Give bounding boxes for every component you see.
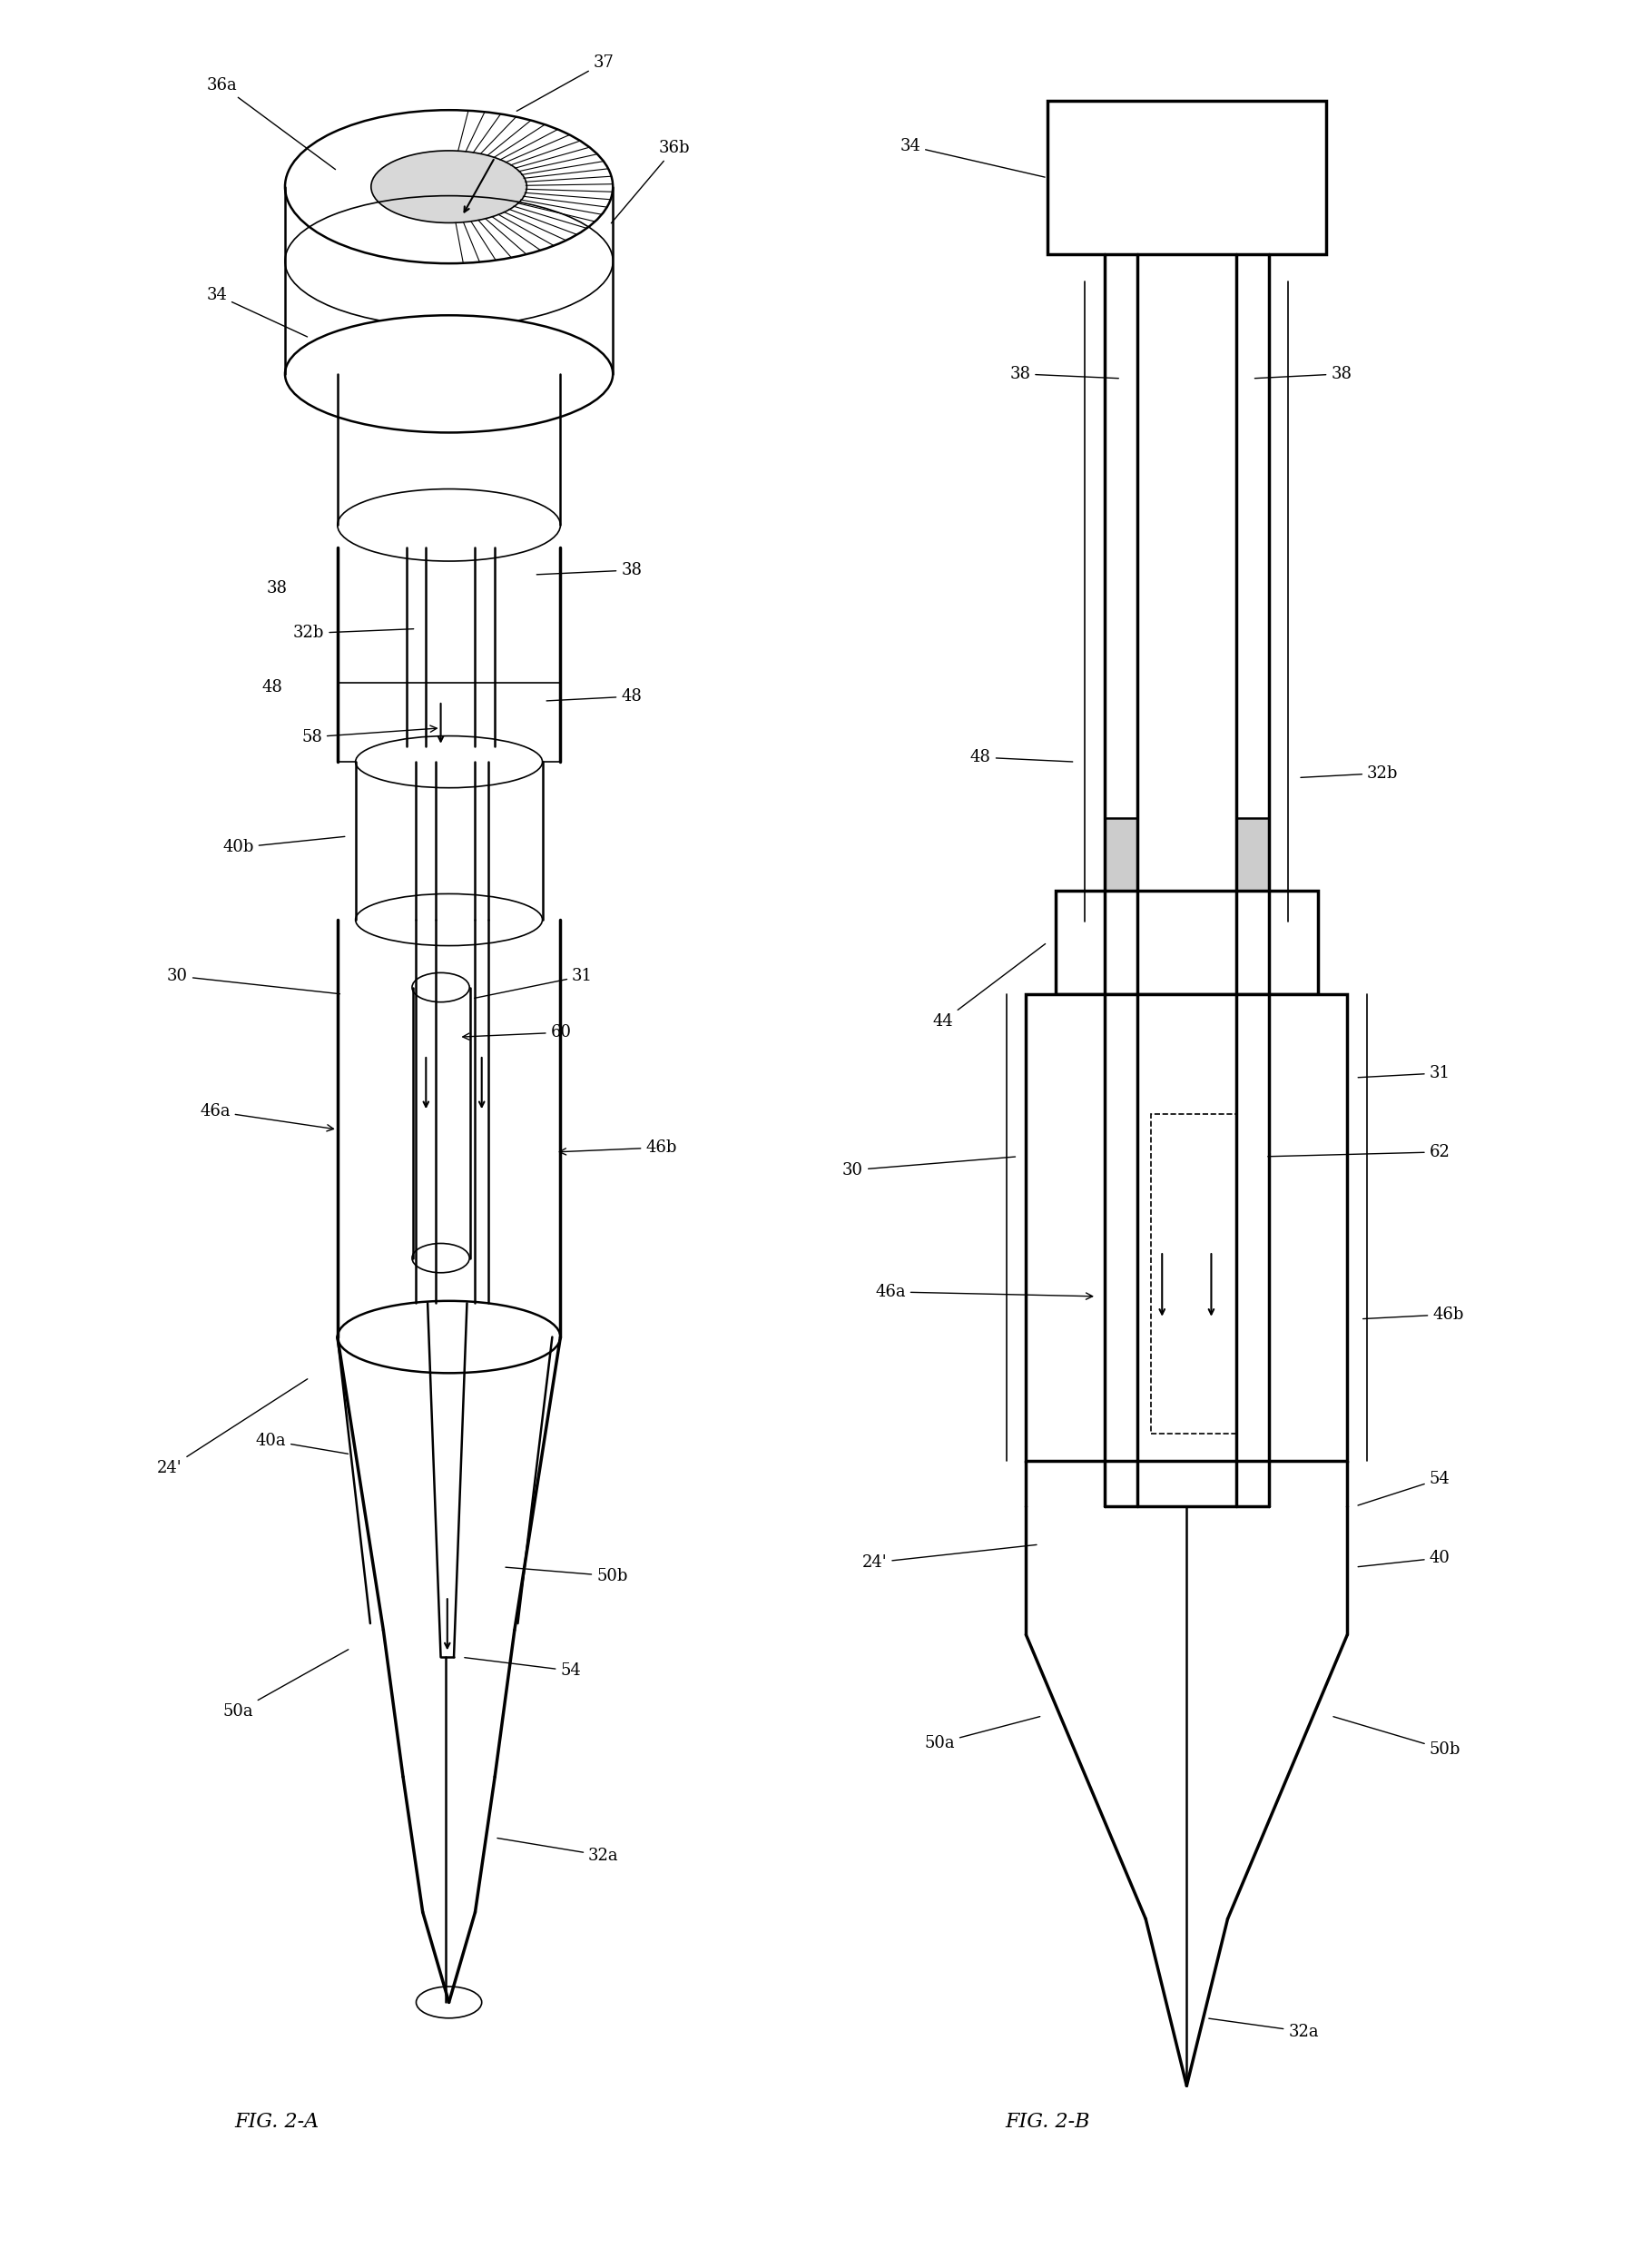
Ellipse shape — [337, 1302, 560, 1372]
Ellipse shape — [355, 735, 542, 787]
Ellipse shape — [355, 894, 542, 946]
Text: 60: 60 — [463, 1025, 572, 1041]
Text: 58: 58 — [301, 726, 436, 746]
Text: 46b: 46b — [1363, 1306, 1464, 1322]
Bar — [1236, 819, 1269, 891]
Text: 44: 44 — [933, 943, 1046, 1030]
Text: 50b: 50b — [1333, 1717, 1460, 1758]
Text: FIG. 2-A: FIG. 2-A — [235, 2112, 319, 2132]
Text: 31: 31 — [474, 968, 593, 998]
Text: 37: 37 — [517, 54, 615, 111]
Text: 32a: 32a — [1209, 2019, 1318, 2039]
Text: 30: 30 — [167, 968, 340, 993]
Ellipse shape — [286, 315, 613, 433]
Text: 38: 38 — [1256, 365, 1351, 381]
Text: 46a: 46a — [876, 1284, 1092, 1300]
Bar — [1150, 1114, 1236, 1433]
Text: 50a: 50a — [223, 1649, 349, 1719]
Text: 54: 54 — [464, 1658, 582, 1678]
Text: 48: 48 — [547, 687, 643, 705]
Text: 32b: 32b — [292, 626, 413, 642]
Bar — [1056, 891, 1318, 993]
Text: 32b: 32b — [1300, 764, 1398, 780]
Ellipse shape — [372, 150, 527, 222]
Text: 54: 54 — [1358, 1472, 1450, 1506]
Text: 36a: 36a — [206, 77, 335, 170]
Text: 46b: 46b — [560, 1139, 677, 1157]
Text: 24': 24' — [862, 1545, 1036, 1572]
Text: FIG. 2-B: FIG. 2-B — [1004, 2112, 1090, 2132]
Ellipse shape — [411, 1243, 469, 1272]
Text: 30: 30 — [843, 1157, 1016, 1179]
Text: 38: 38 — [537, 562, 643, 578]
Text: 48: 48 — [970, 748, 1072, 767]
Text: 40a: 40a — [256, 1433, 349, 1454]
Text: 48: 48 — [261, 678, 282, 696]
Ellipse shape — [337, 490, 560, 560]
Text: 40b: 40b — [223, 837, 345, 855]
Ellipse shape — [411, 973, 469, 1002]
Text: 34: 34 — [900, 138, 1044, 177]
Bar — [1047, 102, 1327, 254]
Bar — [1026, 993, 1348, 1461]
Bar — [1105, 819, 1138, 891]
Text: 31: 31 — [1358, 1066, 1450, 1082]
Text: 38: 38 — [266, 581, 287, 596]
Text: 24': 24' — [157, 1379, 307, 1476]
Text: 32a: 32a — [497, 1837, 620, 1864]
Text: 50a: 50a — [925, 1717, 1041, 1751]
Text: 40: 40 — [1358, 1549, 1450, 1567]
Ellipse shape — [416, 1987, 482, 2019]
Text: 38: 38 — [1009, 365, 1118, 381]
Text: 50b: 50b — [506, 1567, 628, 1585]
Text: 36b: 36b — [611, 141, 691, 222]
Text: 46a: 46a — [200, 1102, 334, 1132]
Text: 34: 34 — [206, 286, 307, 336]
Text: 62: 62 — [1267, 1143, 1450, 1161]
